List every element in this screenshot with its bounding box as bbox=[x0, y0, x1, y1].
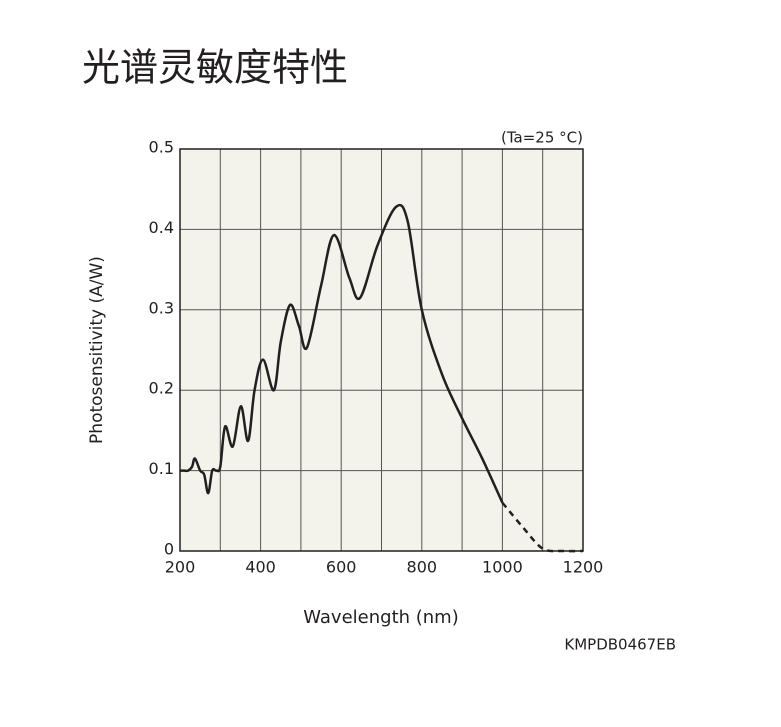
y-tick-label: 0.4 bbox=[149, 218, 174, 237]
figure-code: KMPDB0467EB bbox=[564, 636, 676, 654]
chart-title: 光谱灵敏度特性 bbox=[82, 46, 348, 90]
y-axis-label: Photosensitivity (A/W) bbox=[87, 256, 107, 444]
x-tick-label: 1200 bbox=[563, 558, 604, 577]
y-tick-label: 0.2 bbox=[149, 379, 174, 398]
data-line bbox=[180, 203, 504, 504]
condition-note: (Ta=25 °C) bbox=[501, 129, 583, 147]
x-tick-label: 200 bbox=[165, 558, 196, 577]
x-tick-label: 600 bbox=[326, 558, 357, 577]
plot-frame bbox=[179, 148, 584, 552]
y-tick-label: 0.5 bbox=[149, 138, 174, 157]
y-tick-label: 0.3 bbox=[149, 298, 174, 317]
x-tick-label: 1000 bbox=[482, 558, 523, 577]
y-tick-label: 0 bbox=[164, 540, 174, 559]
data-line bbox=[501, 501, 584, 553]
x-tick-label: 400 bbox=[245, 558, 276, 577]
x-axis-label: Wavelength (nm) bbox=[303, 607, 459, 628]
x-tick-label: 800 bbox=[407, 558, 438, 577]
y-tick-label: 0.1 bbox=[149, 459, 174, 478]
